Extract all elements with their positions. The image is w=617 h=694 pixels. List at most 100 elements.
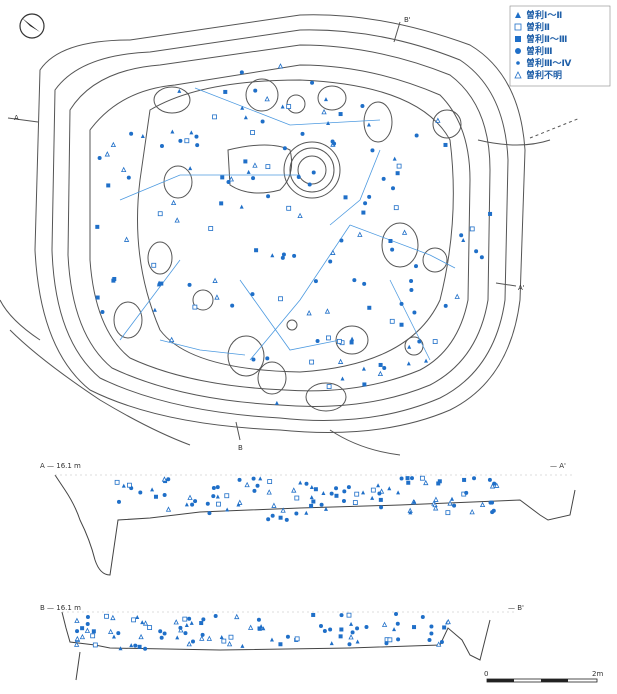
artifact-marker [261,626,266,631]
artifact-marker [252,488,257,493]
artifact-marker [205,501,210,506]
artifact-marker [190,639,195,644]
artifact-marker [321,490,326,495]
artifact-marker [184,138,190,144]
artifact-marker [361,210,366,215]
artifact-marker [392,627,397,632]
section-a-artifact-markers [114,475,500,522]
artifact-marker [252,162,258,168]
artifact-marker [315,339,320,344]
artifact-marker [449,496,454,501]
artifact-marker [225,507,230,512]
artifact-marker [352,278,357,283]
artifact-marker [459,233,464,238]
artifact-marker [294,636,300,642]
artifact-marker [377,370,384,377]
artifact-marker [346,612,352,618]
artifact-marker [184,502,189,507]
artifact-marker [215,494,220,499]
legend-label: 曽利Ⅲ [526,45,553,57]
artifact-marker [266,517,271,522]
artifact-marker [199,621,204,626]
artifact-marker [452,503,457,508]
artifact-marker [405,476,410,481]
artifact-marker [169,336,175,342]
artifact-marker [338,634,343,639]
artifact-marker [341,499,346,504]
artifact-marker [74,617,80,623]
artifact-marker [199,635,205,641]
artifact-marker [328,259,333,264]
artifact-marker [260,119,265,124]
artifact-marker [278,515,283,520]
artifact-marker [250,292,255,297]
artifact-marker [138,633,144,640]
artifact-marker [228,176,234,182]
artifact-marker [357,231,363,237]
artifact-marker [278,296,283,302]
artifact-marker [187,282,192,287]
artifact-marker [219,635,224,640]
artifact-marker [257,626,262,631]
artifact-marker [326,384,332,389]
section-b-artifact-markers [74,612,451,651]
artifact-marker [409,278,414,283]
artifact-marker [370,495,375,500]
legend-symbol-icon [514,71,522,79]
plan-label-b: B [238,444,243,452]
legend-label: 曽利不明 [526,69,562,81]
artifact-marker [381,176,386,181]
artifact-marker [194,134,199,139]
artifact-marker [394,612,399,617]
legend-item: 曽利Ⅰ～Ⅱ [515,9,562,21]
artifact-marker [340,376,345,381]
artifact-marker [219,201,224,206]
artifact-marker [108,628,114,635]
artifact-marker [367,194,372,199]
plan-outlines [0,14,581,456]
artifact-marker [447,500,453,506]
artifact-marker [129,131,134,136]
artifact-marker [80,626,85,631]
artifact-marker [304,481,309,486]
artifact-marker [174,217,180,223]
artifact-marker [162,631,167,636]
artifact-marker [338,112,343,117]
artifact-marker [454,293,460,299]
artifact-marker [189,130,194,135]
artifact-marker [349,340,354,345]
artifact-marker [189,620,194,625]
artifact-marker [350,336,355,341]
legend-symbol-icon [516,61,520,65]
artifact-marker [153,494,158,499]
artifact-marker [200,632,205,637]
artifact-marker [334,486,339,491]
artifact-marker [236,502,241,507]
artifact-marker [318,623,323,628]
artifact-marker [362,281,367,286]
artifact-marker [435,117,441,123]
artifact-marker [184,622,189,627]
artifact-marker [110,141,117,148]
artifact-marker [379,505,384,510]
artifact-marker [348,634,354,640]
artifact-marker [396,163,402,169]
legend-label: 曽利Ⅱ～Ⅲ [526,33,567,45]
artifact-marker [106,183,111,188]
artifact-marker [121,166,127,173]
artifact-marker [319,502,324,507]
artifact-marker [412,625,417,630]
artifact-marker [226,640,233,647]
artifact-marker [313,487,318,492]
artifact-marker [323,506,328,511]
artifact-marker [211,494,216,499]
artifact-marker [266,489,272,495]
artifact-marker [479,255,484,260]
artifact-marker [253,88,258,93]
artifact-marker [192,304,198,310]
artifact-marker [362,382,367,387]
artifact-marker [461,238,466,243]
artifact-marker [187,494,193,500]
artifact-marker [161,476,168,482]
artifact-marker [339,613,344,618]
